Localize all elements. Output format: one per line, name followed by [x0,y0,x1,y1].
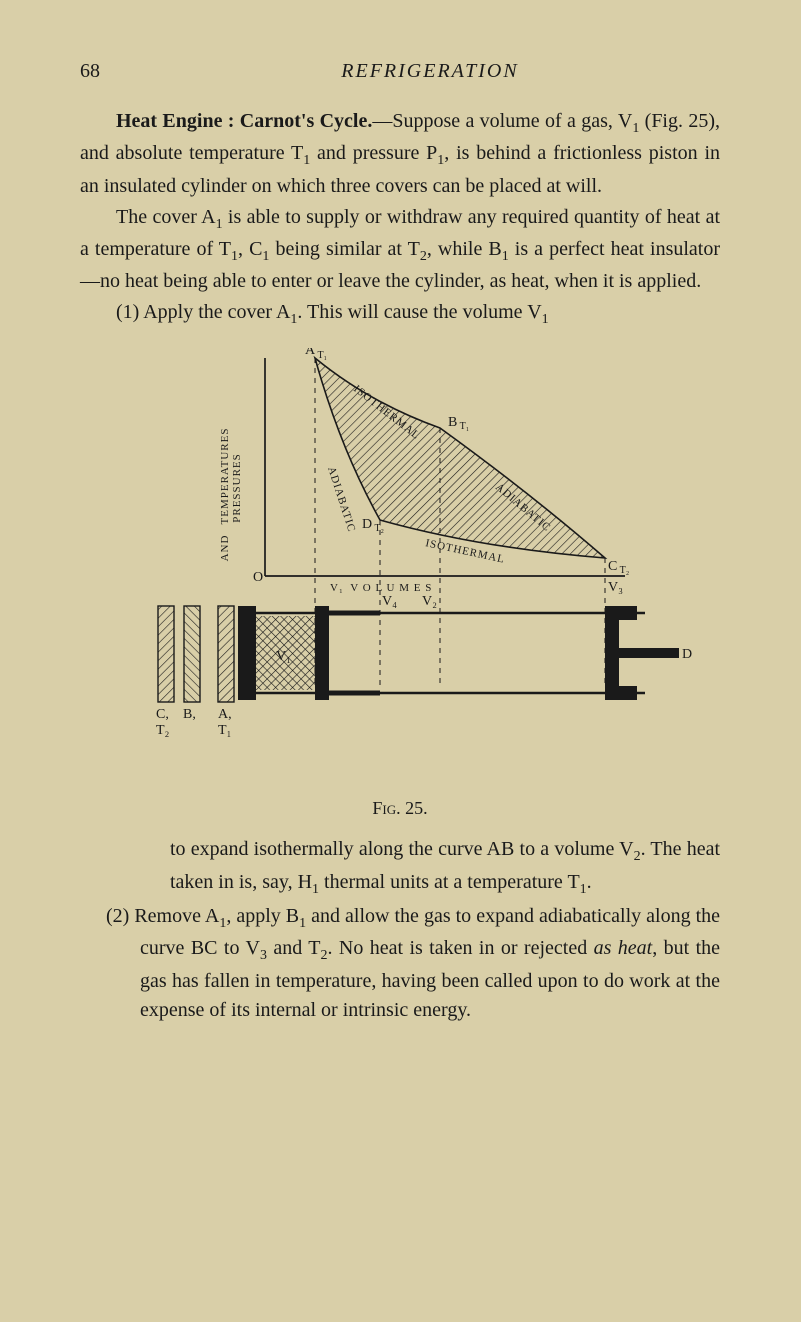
para-5: (2) Remove A1, apply B1 and allow the ga… [140,902,720,1025]
carnot-diagram-svg: O TEMPERATURES PRESSURES AND A T₁ ISOTHE… [80,348,720,788]
cover-blocks: C, T₂ B, A, T₁ [156,606,234,738]
y-axis-label-press: PRESSURES [231,454,243,524]
para-2: The cover A1 is able to supply or withdr… [80,203,720,297]
block-A-T1: T₁ [218,723,231,738]
x-axis-label: V₁ V O L U M E S [330,582,432,594]
label-B: B T₁ [448,415,469,432]
figure-caption: Fig. 25. [80,798,720,819]
cylinder-diagram: V₁ D [238,606,692,700]
para-4: to expand isothermally along the curve A… [170,835,720,900]
label-adiabatic-left: ADIABATIC [325,466,358,535]
tick-V3: V₃ [608,580,623,595]
page-number: 68 [80,60,140,83]
y-axis-label-and: AND [219,535,231,562]
block-A-label: A, [218,707,232,722]
y-axis-label-temp: TEMPERATURES [219,428,231,525]
cylinder-V1-label: V₁ [276,649,291,664]
block-C-T2: T₂ [156,723,170,738]
running-head: REFRIGERATION [140,60,720,83]
para-1-lead: Heat Engine : Carnot's Cycle. [116,110,372,132]
figure-25: O TEMPERATURES PRESSURES AND A T₁ ISOTHE… [80,348,720,788]
para-3: (1) Apply the cover A1. This will cause … [80,298,720,330]
cylinder-left-cap [238,606,256,700]
page-content: 68 REFRIGERATION Heat Engine : Carnot's … [80,60,720,1027]
tick-V2: V₂ [422,594,437,609]
label-C: C T₂ [608,559,629,576]
block-C-label: C, [156,707,169,722]
block-B-label: B, [183,707,196,722]
para-1: Heat Engine : Carnot's Cycle.—Suppose a … [80,107,720,201]
label-A: A T₁ [305,348,327,361]
origin-label: O [253,570,263,585]
piston-D-label: D [682,647,692,662]
page-header: 68 REFRIGERATION [80,60,720,83]
